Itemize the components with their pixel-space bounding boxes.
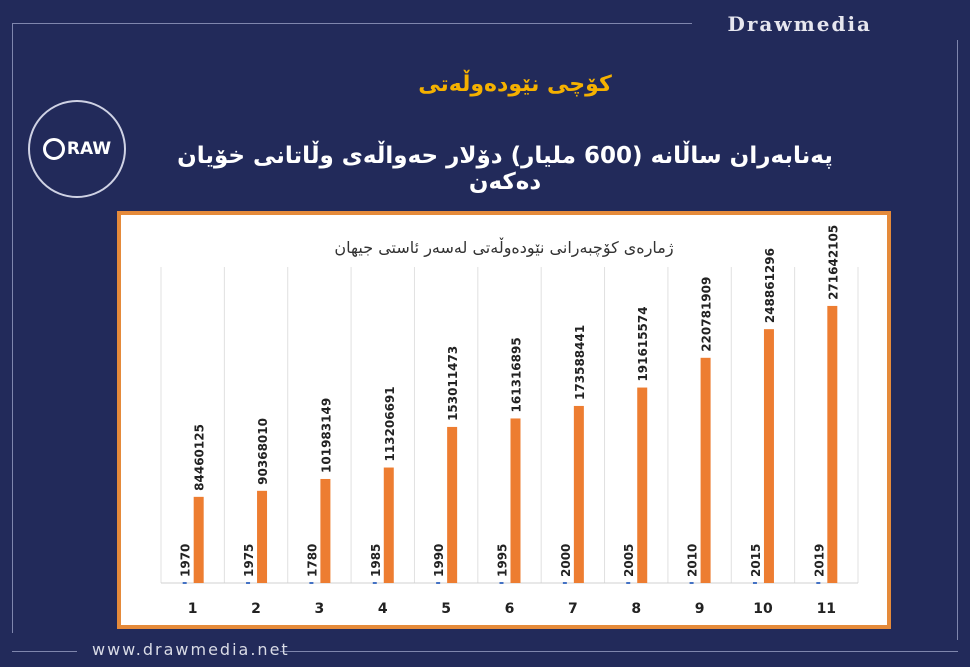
year-label-6: 1995 [496,544,510,577]
category-label-4: 4 [378,601,388,617]
year-label-2: 1975 [242,544,256,577]
year-label-9: 2010 [686,544,700,577]
bar-year-7 [562,581,567,584]
frame-line-bottom [280,651,958,652]
value-label-4: 113206691 [383,386,397,461]
bar-year-5 [436,581,441,584]
category-label-11: 11 [817,601,836,617]
value-label-9: 220781909 [700,277,714,352]
bar-chart: ژمارەی کۆچبەرانی نێودەوڵەتی لەسەر ئاستی … [160,225,859,617]
bar-migrants-3 [320,478,331,583]
brand-name: Drawmedia [727,12,872,36]
bar-migrants-5 [447,426,458,583]
year-label-1: 1970 [179,544,193,577]
bar-migrants-7 [573,405,584,583]
value-label-10: 248861296 [763,248,777,323]
bar-year-11 [816,581,821,584]
bar-year-9 [689,581,694,584]
bar-migrants-4 [383,467,394,583]
chart-title: ژمارەی کۆچبەرانی نێودەوڵەتی لەسەر ئاستی … [334,237,673,258]
category-label-1: 1 [188,601,198,617]
frame-line-left [12,23,13,633]
frame-line-right [957,40,958,640]
subline: پەنابەران ساڵانە (600 ملیار) دۆلار حەواڵ… [177,143,833,195]
bar-year-1 [182,581,187,584]
bar-migrants-9 [700,357,711,583]
value-label-8: 191615574 [636,306,650,381]
category-label-9: 9 [695,601,705,617]
bar-migrants-10 [763,329,774,583]
year-label-3: 1780 [305,544,319,577]
bar-year-4 [372,581,377,584]
bar-year-10 [752,581,757,584]
draw-logo: RAW [28,100,126,198]
year-label-11: 2019 [812,544,826,577]
year-label-8: 2005 [622,544,636,577]
logo-text: RAW [66,139,112,159]
bar-migrants-1 [193,496,204,583]
year-label-7: 2000 [559,544,573,577]
category-label-8: 8 [631,601,641,617]
year-label-4: 1985 [369,544,383,577]
value-label-6: 161316895 [510,337,524,412]
category-label-5: 5 [441,601,451,617]
frame-line-top [12,23,692,24]
value-label-3: 101983149 [319,398,333,473]
value-label-2: 90368010 [256,418,270,485]
headline: کۆچی نێودەوڵەتی [418,72,612,97]
bar-year-8 [626,581,631,584]
category-label-6: 6 [505,601,515,617]
year-label-5: 1990 [432,544,446,577]
value-label-1: 84460125 [193,424,207,491]
category-label-3: 3 [315,601,325,617]
bar-migrants-11 [827,305,838,583]
category-label-7: 7 [568,601,578,617]
frame-line-footer [12,651,77,652]
bar-year-3 [309,581,314,584]
year-label-10: 2015 [749,544,763,577]
bar-migrants-2 [257,490,268,583]
value-label-11: 271642105 [826,225,840,300]
chart-container: ژمارەی کۆچبەرانی نێودەوڵەتی لەسەر ئاستی … [117,211,891,629]
bar-migrants-8 [637,387,648,583]
bar-migrants-6 [510,418,521,583]
bar-year-2 [246,581,251,584]
footer-url: www.drawmedia.net [92,640,290,659]
bar-year-6 [499,581,504,584]
value-label-7: 173588441 [573,325,587,400]
category-label-2: 2 [251,601,261,617]
category-label-10: 10 [753,601,773,617]
logo-d-icon [42,138,65,160]
value-label-5: 153011473 [446,346,460,421]
